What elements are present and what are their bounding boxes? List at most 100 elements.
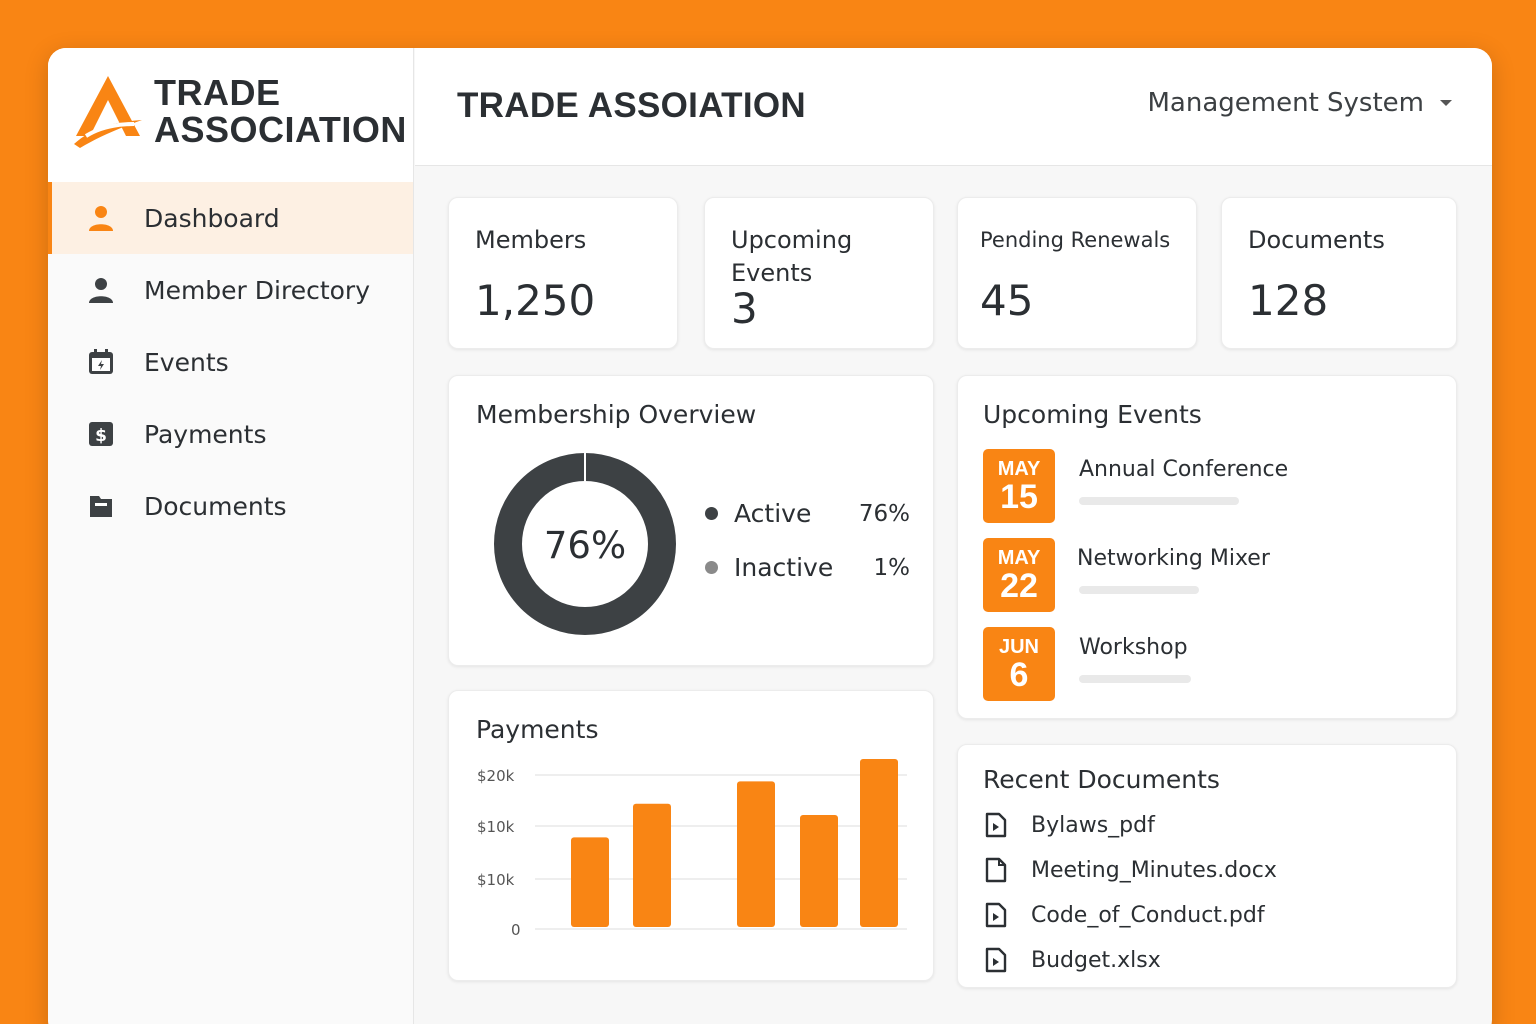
stat-value: 3 (731, 284, 758, 333)
sidebar-item-events[interactable]: Events (48, 326, 413, 398)
document-name: Meeting_Minutes.docx (1031, 857, 1277, 883)
document-item[interactable]: Code_of_Conduct.pdf (985, 902, 1265, 928)
logo-icon (74, 76, 142, 148)
payments-bar[interactable] (860, 759, 898, 927)
file-play-icon (985, 902, 1007, 928)
upcoming-events-card: Upcoming Events MAY 15 Annual Conference… (957, 375, 1457, 719)
dollar-icon: $ (86, 419, 116, 449)
legend-label: Active (734, 499, 812, 528)
membership-donut-chart (494, 453, 676, 635)
event-placeholder-bar (1079, 586, 1199, 594)
page-title: TRADE ASSOIATION (457, 86, 806, 125)
legend-value: 1% (873, 554, 911, 581)
y-axis-ticks: $20k $10k $10k 0 (477, 767, 521, 939)
date-month: MAY (997, 547, 1041, 569)
top-header: TRADE ASSOIATION Management System (415, 48, 1492, 166)
document-name: Code_of_Conduct.pdf (1031, 902, 1265, 928)
date-badge: MAY 15 (983, 449, 1055, 523)
sidebar-item-label: Dashboard (144, 203, 280, 233)
brand-name: TRADE ASSOCIATION (154, 74, 407, 148)
y-tick-label: $20k (477, 767, 515, 785)
legend-dot (705, 561, 718, 574)
stat-card-documents[interactable]: Documents 128 (1221, 197, 1457, 349)
legend-item-inactive: Inactive 1% (705, 553, 910, 582)
stat-card-pending-renewals[interactable]: Pending Renewals 45 (957, 197, 1197, 349)
sidebar-nav: Dashboard Member Directory Events $ Paym… (48, 182, 413, 542)
stat-value: 128 (1248, 276, 1329, 325)
sidebar-item-payments[interactable]: $ Payments (48, 398, 413, 470)
bars (571, 759, 898, 927)
payments-bar[interactable] (571, 837, 609, 927)
file-play-icon (985, 947, 1007, 973)
system-dropdown[interactable]: Management System (1147, 88, 1452, 118)
date-month: MAY (997, 458, 1041, 480)
y-tick-label: 0 (511, 921, 521, 939)
legend-dot (705, 507, 718, 520)
event-name: Workshop (1079, 635, 1188, 660)
stat-label: Members (475, 226, 587, 254)
user-icon (86, 203, 116, 233)
sidebar-item-documents[interactable]: Documents (48, 470, 413, 542)
chevron-down-icon (1440, 100, 1452, 106)
payments-card: Payments $20k $10k $10k 0 (448, 690, 934, 981)
date-day: 22 (1000, 567, 1038, 605)
sidebar: TRADE ASSOCIATION Dashboard Member Direc… (48, 48, 414, 1024)
card-title: Upcoming Events (983, 400, 1202, 429)
sidebar-item-dashboard[interactable]: Dashboard (48, 182, 413, 254)
system-dropdown-label: Management System (1147, 88, 1425, 118)
event-name: Networking Mixer (1077, 546, 1270, 571)
membership-overview-card: Membership Overview 76% Active 76% Inact… (448, 375, 934, 666)
date-day: 6 (1009, 656, 1029, 694)
event-item[interactable]: MAY 15 Annual Conference (983, 449, 1433, 524)
date-badge: JUN 6 (983, 627, 1055, 701)
document-item[interactable]: Bylaws_pdf (985, 812, 1155, 838)
card-title: Membership Overview (476, 400, 757, 429)
card-title: Recent Documents (983, 765, 1220, 794)
card-title: Payments (476, 715, 599, 744)
sidebar-item-label: Member Directory (144, 275, 371, 305)
stat-label: Upcoming Events (731, 226, 853, 287)
payments-bar[interactable] (737, 781, 775, 927)
app-window: TRADE ASSOCIATION Dashboard Member Direc… (48, 48, 1492, 1024)
date-day: 15 (1000, 478, 1038, 516)
event-item[interactable]: MAY 22 Networking Mixer (983, 538, 1433, 613)
svg-text:$: $ (95, 426, 107, 446)
sidebar-item-label: Events (144, 347, 229, 377)
document-item[interactable]: Meeting_Minutes.docx (985, 857, 1277, 883)
stat-label: Documents (1248, 226, 1385, 254)
stat-card-members[interactable]: Members 1,250 (448, 197, 678, 349)
y-tick-label: $10k (477, 871, 515, 889)
stat-value: 1,250 (475, 276, 596, 325)
sidebar-item-member-directory[interactable]: Member Directory (48, 254, 413, 326)
stat-card-upcoming-events[interactable]: Upcoming Events 3 (704, 197, 934, 349)
payments-bar[interactable] (633, 803, 671, 927)
legend-label: Inactive (734, 553, 834, 582)
file-play-icon (985, 812, 1007, 838)
brand-line-2: ASSOCIATION (154, 109, 407, 150)
date-month: JUN (998, 636, 1039, 658)
document-name: Bylaws_pdf (1031, 812, 1155, 838)
payments-bar[interactable] (800, 815, 838, 927)
file-icon (985, 857, 1007, 883)
document-name: Budget.xlsx (1031, 947, 1161, 973)
stat-value: 45 (980, 276, 1034, 325)
event-name: Annual Conference (1079, 457, 1289, 482)
event-placeholder-bar (1079, 675, 1191, 683)
date-badge: MAY 22 (983, 538, 1055, 612)
stat-label: Pending Renewals (980, 228, 1171, 252)
payments-bar-chart: $20k $10k $10k 0 (477, 759, 907, 939)
recent-documents-card: Recent Documents Bylaws_pdf Meeting_Minu… (957, 744, 1457, 988)
brand-line-1: TRADE (154, 72, 281, 113)
y-tick-label: $10k (477, 818, 515, 836)
document-item[interactable]: Budget.xlsx (985, 947, 1161, 973)
legend-value: 76% (858, 500, 910, 527)
event-placeholder-bar (1079, 497, 1239, 505)
user-icon (86, 275, 116, 305)
sidebar-item-label: Documents (144, 491, 287, 521)
brand[interactable]: TRADE ASSOCIATION (48, 48, 413, 182)
event-item[interactable]: JUN 6 Workshop (983, 627, 1433, 702)
folder-icon (86, 491, 116, 521)
donut-center-label: 76% (543, 524, 627, 567)
calendar-icon (86, 347, 116, 377)
legend-item-active: Active 76% (705, 499, 910, 528)
